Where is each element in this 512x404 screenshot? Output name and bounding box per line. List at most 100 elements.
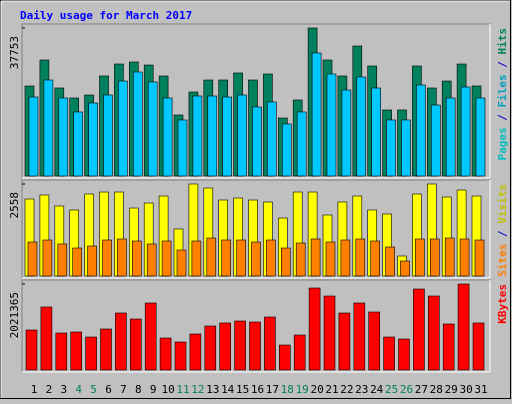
- bar: [325, 241, 336, 277]
- x-tick-label: 7: [120, 383, 127, 396]
- bar: [73, 111, 83, 177]
- bar: [146, 243, 157, 277]
- bar: [415, 238, 425, 277]
- bar: [442, 323, 455, 371]
- bar: [206, 237, 217, 277]
- bar: [55, 332, 68, 371]
- legend-entry: Sites: [496, 244, 509, 277]
- bar: [386, 119, 396, 177]
- bar: [176, 249, 187, 277]
- y-tick-label: 2021365: [8, 292, 21, 338]
- x-tick-label: 15: [236, 383, 249, 396]
- chart-title: Daily usage for March 2017: [20, 9, 192, 22]
- x-tick-label: 22: [340, 383, 353, 396]
- bar: [474, 239, 485, 277]
- bar: [221, 239, 231, 277]
- bar: [430, 104, 441, 177]
- bar: [234, 320, 246, 371]
- bar: [429, 238, 440, 277]
- bar: [311, 52, 322, 177]
- bar: [460, 86, 471, 177]
- x-tick-label: 26: [400, 383, 413, 396]
- x-tick-label: 20: [310, 383, 323, 396]
- bar: [177, 119, 188, 177]
- bar: [189, 333, 202, 371]
- x-tick-label: 2: [46, 383, 53, 396]
- bar: [162, 97, 173, 177]
- x-tick-label: 1: [31, 383, 38, 396]
- side-label: Sites / Visits: [496, 184, 509, 277]
- bar: [144, 302, 157, 371]
- bar: [251, 241, 261, 277]
- x-tick-label: 27: [415, 383, 428, 396]
- bar: [117, 238, 127, 277]
- x-tick-label: 11: [176, 383, 189, 396]
- bar: [355, 238, 366, 277]
- bar: [267, 101, 277, 177]
- bar: [353, 302, 366, 371]
- bar: [25, 329, 38, 371]
- bar: [278, 344, 291, 371]
- bar: [58, 97, 69, 177]
- x-tick-label: 13: [206, 383, 219, 396]
- bar: [132, 240, 142, 277]
- x-tick-label: 30: [459, 383, 472, 396]
- bar: [368, 311, 381, 371]
- bar: [445, 97, 456, 177]
- bar: [27, 241, 38, 277]
- bar: [133, 71, 143, 177]
- x-tick-label: 23: [355, 383, 368, 396]
- bar: [85, 336, 97, 371]
- bar: [356, 76, 367, 177]
- bar: [100, 328, 112, 371]
- bar: [222, 96, 232, 177]
- x-tick-label: 21: [325, 383, 338, 396]
- bar: [475, 97, 486, 177]
- side-label: KBytes: [496, 284, 509, 324]
- legend-entry: Files: [496, 74, 509, 107]
- bar: [236, 239, 246, 277]
- bar: [207, 95, 218, 177]
- bar: [130, 318, 142, 371]
- legend-entry: Pages: [496, 127, 509, 160]
- legend-entry: Visits: [496, 184, 509, 224]
- bar: [459, 238, 470, 277]
- legend-entry: /: [496, 55, 509, 75]
- bar: [398, 338, 410, 371]
- x-tick-label: 25: [385, 383, 398, 396]
- x-tick-label: 5: [90, 383, 97, 396]
- x-tick-label: 14: [221, 383, 235, 396]
- y-tick-label: 2558: [8, 192, 21, 219]
- bar: [296, 111, 307, 177]
- bar: [341, 89, 352, 177]
- bar: [28, 96, 39, 177]
- bar: [266, 239, 276, 277]
- x-tick-label: 31: [474, 383, 487, 396]
- bar: [147, 81, 158, 177]
- bar: [340, 239, 351, 277]
- x-tick-label: 12: [191, 383, 204, 396]
- x-tick-label: 16: [251, 383, 264, 396]
- bar: [72, 247, 82, 277]
- bar: [323, 295, 336, 371]
- bar: [118, 80, 128, 177]
- bar: [219, 322, 231, 371]
- bar: [159, 337, 172, 371]
- x-tick-label: 6: [105, 383, 112, 396]
- bar: [472, 322, 485, 371]
- legend-entry: /: [496, 224, 509, 244]
- bar: [295, 242, 306, 277]
- x-tick-label: 24: [370, 383, 384, 396]
- bar: [385, 246, 395, 277]
- legend-entry: Hits: [496, 28, 509, 55]
- bar: [427, 295, 440, 371]
- bar: [310, 238, 321, 277]
- x-tick-label: 19: [296, 383, 309, 396]
- bar: [264, 316, 276, 371]
- bar: [413, 288, 425, 371]
- bar: [161, 240, 172, 277]
- x-tick-label: 29: [445, 383, 458, 396]
- bar: [249, 321, 261, 371]
- bar: [237, 94, 247, 177]
